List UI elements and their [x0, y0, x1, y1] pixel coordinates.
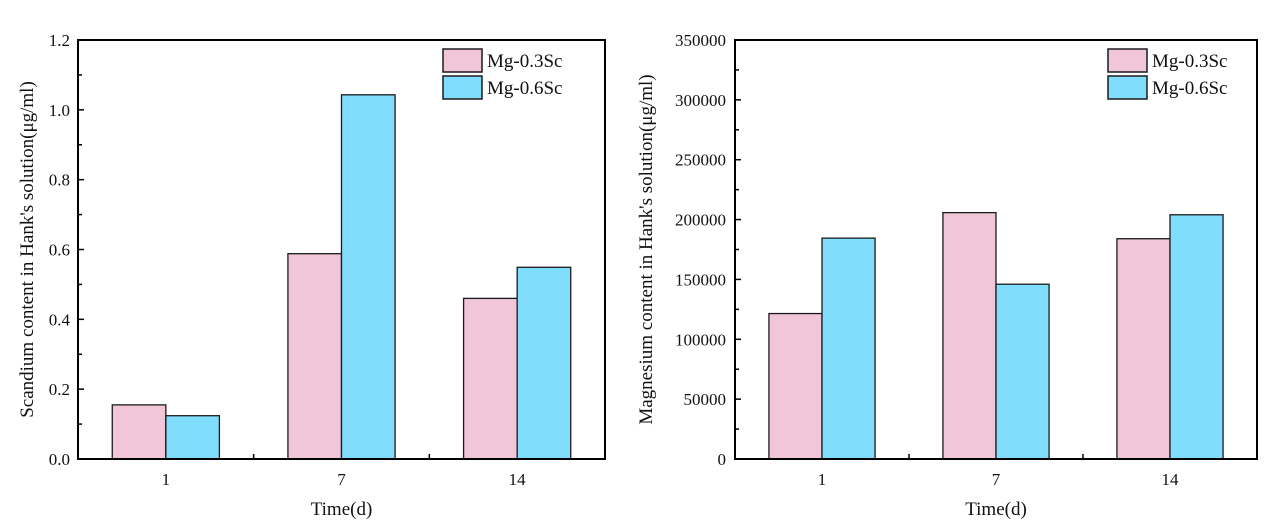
- x-axis-title: Time(d): [311, 499, 373, 520]
- bar-mg-0-6sc-day-14: [516, 266, 572, 460]
- y-tick-label: 1.2: [49, 31, 70, 50]
- y-tick-label: 300000: [675, 91, 726, 110]
- x-tick-label: 14: [509, 470, 527, 489]
- y-tick-label: 50000: [684, 390, 727, 409]
- y-tick-label: 0.0: [49, 450, 70, 469]
- y-tick-label: 0.8: [49, 171, 70, 190]
- x-tick-label: 1: [818, 470, 827, 489]
- legend-swatch-mg-0-3sc: [1107, 48, 1148, 73]
- legend-label: Mg-0.6Sc: [487, 78, 562, 99]
- y-tick-label: 350000: [675, 31, 726, 50]
- bar-mg-0-6sc-day-14: [1169, 214, 1224, 460]
- legend: Mg-0.3Sc Mg-0.6Sc: [1107, 48, 1227, 100]
- magnesium-chart: 0 50000 100000 150000 200000 250000 300000 3500…: [636, 31, 1258, 520]
- legend: Mg-0.3Sc Mg-0.6Sc: [442, 48, 562, 100]
- y-tick-label: 150000: [675, 270, 726, 289]
- bar-mg-0-3sc-day-7: [942, 211, 997, 460]
- y-tick-label: 0.4: [49, 310, 71, 329]
- x-tick-label: 14: [1162, 470, 1180, 489]
- legend-swatch-mg-0-6sc: [1107, 75, 1148, 100]
- y-axis-title: Magnesium content in Hank's solution(μg/…: [636, 74, 657, 424]
- scandium-chart: 0.0 0.2 0.4 0.6 0.8 1.0 1.2 1 7 14 Time(d) Scandium…: [17, 31, 606, 520]
- legend-swatch-mg-0-6sc: [442, 75, 483, 100]
- legend-swatch-mg-0-3sc: [442, 48, 483, 73]
- bar-mg-0-3sc-day-14: [462, 297, 518, 460]
- legend-label: Mg-0.3Sc: [487, 51, 562, 72]
- x-tick-label: 1: [162, 470, 171, 489]
- y-tick-label: 0.2: [49, 380, 70, 399]
- x-axis-title: Time(d): [965, 499, 1027, 520]
- y-tick-label: 200000: [675, 211, 726, 230]
- bar-mg-0-6sc-day-1: [821, 237, 876, 460]
- legend-label: Mg-0.6Sc: [1152, 78, 1227, 99]
- bar-mg-0-6sc-day-1: [165, 415, 221, 460]
- y-tick-label: 0: [718, 450, 727, 469]
- y-tick-label: 100000: [675, 330, 726, 349]
- bar-mg-0-3sc-day-14: [1116, 238, 1171, 460]
- y-axis-title: Scandium content in Hank's solution(μg/m…: [17, 81, 38, 418]
- x-tick-label: 7: [992, 470, 1001, 489]
- legend-label: Mg-0.3Sc: [1152, 51, 1227, 72]
- bar-mg-0-3sc-day-7: [287, 253, 343, 460]
- bar-mg-0-6sc-day-7: [340, 94, 396, 460]
- y-tick-label: 250000: [675, 151, 726, 170]
- bar-mg-0-3sc-day-1: [111, 404, 167, 460]
- x-tick-label: 7: [337, 470, 346, 489]
- bar-mg-0-6sc-day-7: [995, 283, 1050, 460]
- y-tick-label: 1.0: [49, 101, 70, 120]
- y-tick-label: 0.6: [49, 241, 70, 260]
- bar-mg-0-3sc-day-1: [768, 312, 823, 460]
